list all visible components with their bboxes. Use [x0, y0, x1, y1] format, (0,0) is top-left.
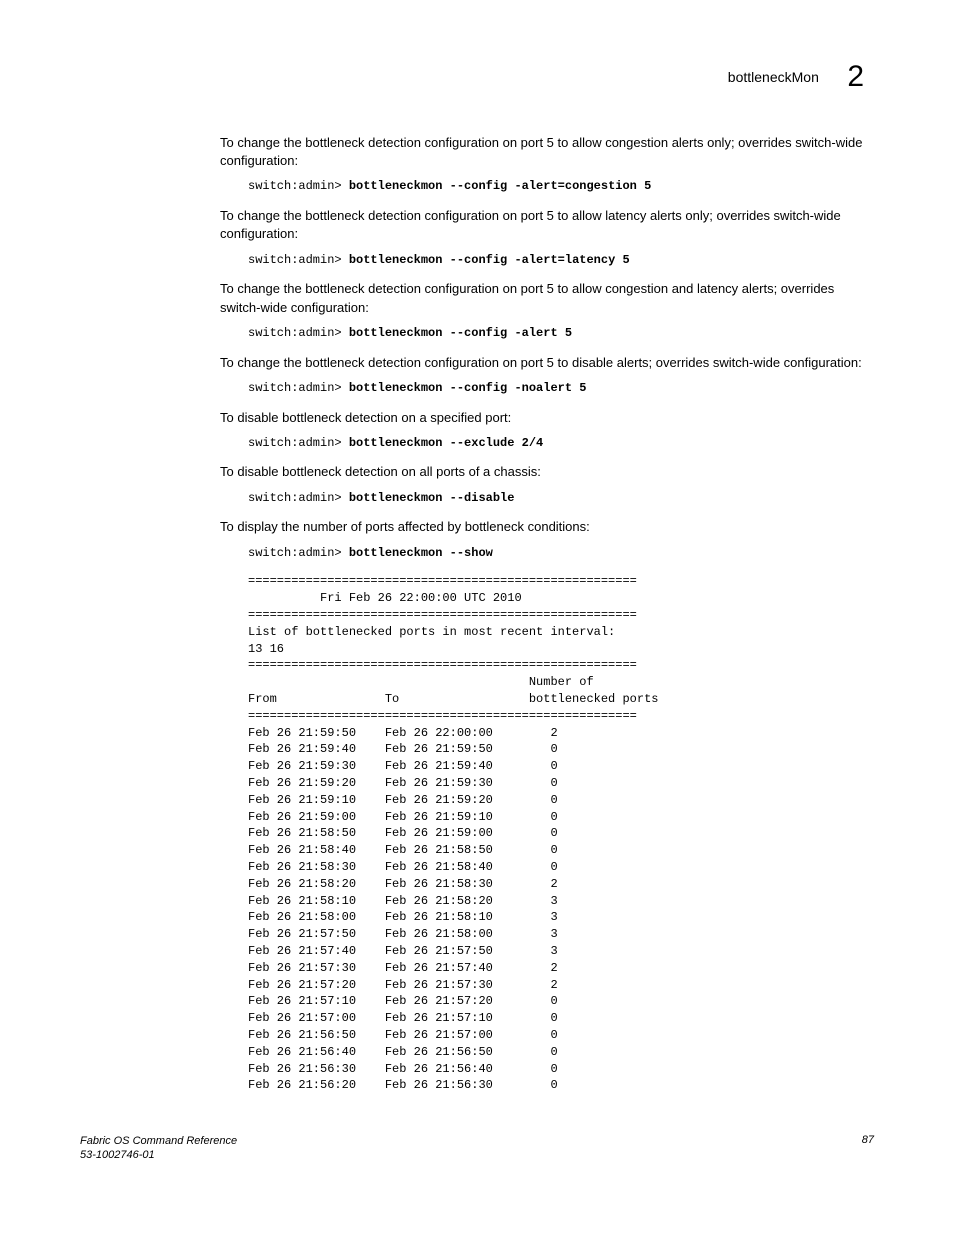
footer-left: Fabric OS Command Reference 53-1002746-0…	[80, 1134, 237, 1163]
code-block: switch:admin> bottleneckmon --config -al…	[248, 178, 874, 195]
code-block: switch:admin> bottleneckmon --config -no…	[248, 380, 874, 397]
prompt-text: switch:admin>	[248, 491, 349, 505]
section-desc: To disable bottleneck detection on a spe…	[220, 409, 874, 427]
prompt-text: switch:admin>	[248, 179, 349, 193]
section-desc: To change the bottleneck detection confi…	[220, 207, 874, 243]
section-desc: To disable bottleneck detection on all p…	[220, 463, 874, 481]
section-desc: To change the bottleneck detection confi…	[220, 280, 874, 316]
section-desc: To change the bottleneck detection confi…	[220, 134, 874, 170]
command-text: bottleneckmon --config -noalert 5	[349, 381, 587, 395]
code-block: switch:admin> bottleneckmon --show	[248, 545, 874, 562]
page-footer: Fabric OS Command Reference 53-1002746-0…	[80, 1134, 874, 1163]
command-text: bottleneckmon --config -alert=congestion…	[349, 179, 651, 193]
command-text: bottleneckmon --config -alert 5	[349, 326, 572, 340]
prompt-text: switch:admin>	[248, 381, 349, 395]
code-block: switch:admin> bottleneckmon --config -al…	[248, 325, 874, 342]
command-text: bottleneckmon --disable	[349, 491, 515, 505]
prompt-text: switch:admin>	[248, 436, 349, 450]
section-desc: To change the bottleneck detection confi…	[220, 354, 874, 372]
prompt-text: switch:admin>	[248, 546, 349, 560]
code-block: switch:admin> bottleneckmon --disable	[248, 490, 874, 507]
command-output: ========================================…	[248, 573, 874, 1094]
command-text: bottleneckmon --config -alert=latency 5	[349, 253, 630, 267]
footer-ref-num: 53-1002746-01	[80, 1149, 155, 1161]
code-block: switch:admin> bottleneckmon --config -al…	[248, 252, 874, 269]
code-block: switch:admin> bottleneckmon --exclude 2/…	[248, 435, 874, 452]
command-text: bottleneckmon --exclude 2/4	[349, 436, 543, 450]
section-desc: To display the number of ports affected …	[220, 518, 874, 536]
command-text: bottleneckmon --show	[349, 546, 493, 560]
page-header: bottleneckMon 2	[80, 60, 874, 94]
content-area: To change the bottleneck detection confi…	[80, 134, 874, 1094]
prompt-text: switch:admin>	[248, 326, 349, 340]
page-container: bottleneckMon 2 To change the bottleneck…	[0, 0, 954, 1193]
footer-ref-title: Fabric OS Command Reference	[80, 1135, 237, 1147]
header-chapter-number: 2	[847, 60, 864, 93]
prompt-text: switch:admin>	[248, 253, 349, 267]
footer-page-number: 87	[862, 1134, 874, 1163]
header-title: bottleneckMon	[728, 69, 819, 85]
